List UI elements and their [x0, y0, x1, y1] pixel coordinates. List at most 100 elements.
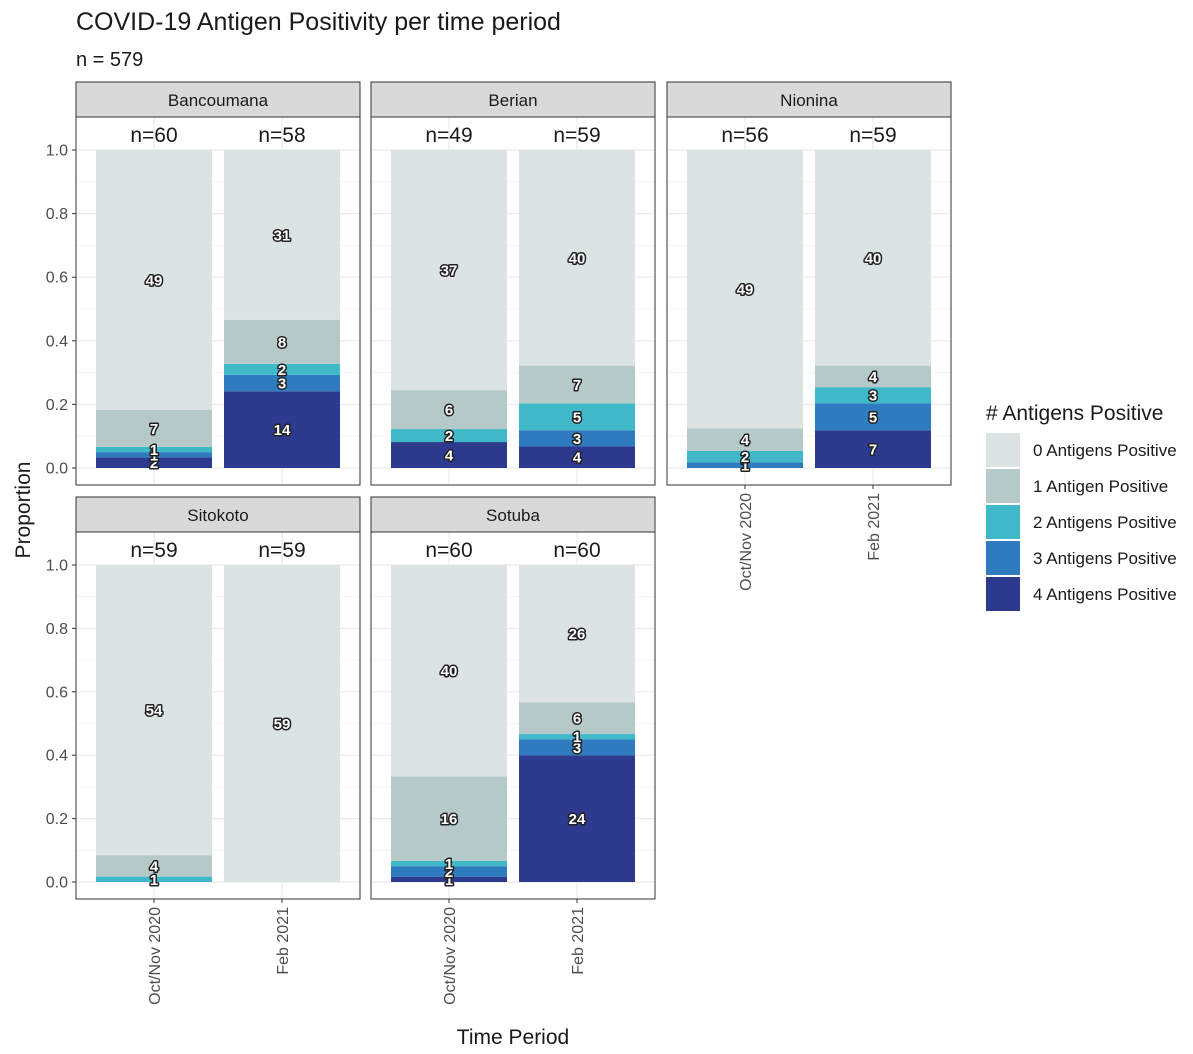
bar-segment-2-antigens	[519, 403, 635, 431]
bar-segment-2-antigens	[96, 876, 212, 882]
bar-segment-0-antigens	[224, 150, 340, 320]
data-label: 24	[569, 811, 586, 828]
data-label: 2	[150, 455, 158, 472]
data-label: 1	[445, 872, 453, 889]
legend-key	[986, 541, 1020, 575]
x-tick-label: Oct/Nov 2020	[442, 907, 459, 1005]
legend-key	[986, 433, 1020, 467]
data-label: 4	[150, 858, 159, 875]
bar-segment-4-antigens	[391, 442, 507, 468]
facet-strip-label: Sotuba	[486, 506, 540, 525]
data-label: 1	[573, 729, 581, 746]
bar-segment-4-antigens	[519, 755, 635, 882]
data-label: 3	[573, 431, 581, 448]
bar-segment-0-antigens	[687, 150, 803, 429]
data-label: 6	[445, 402, 453, 419]
facet-strip-label: Bancoumana	[168, 91, 269, 110]
n-label: n=59	[258, 539, 305, 562]
data-label: 16	[441, 811, 458, 828]
panel-border	[75, 531, 361, 900]
bar-segment-0-antigens	[391, 565, 507, 777]
n-label: n=56	[721, 124, 768, 147]
bar-segment-1-antigens	[391, 776, 507, 861]
bar-segment-1-antigens	[519, 702, 635, 735]
bar-berian-1: 4 3 5 7 40 n=59	[519, 124, 635, 468]
data-label: 1	[150, 872, 158, 889]
bar-sitokoto-1: 59 n=59	[224, 539, 340, 882]
bar-segment-4-antigens	[224, 391, 340, 468]
y-tick-label: 0.8	[46, 621, 68, 638]
bar-segment-4-antigens	[519, 446, 635, 468]
facet-strip-label: Nionina	[780, 91, 838, 110]
y-tick-label: 0.2	[46, 397, 68, 414]
data-label: 3	[573, 740, 581, 757]
facet-panel-sitokoto: Sitokoto 14 54 n=59 59 n=59 0.0 0.2 0.4 0.6 0.8 1.0…	[46, 496, 361, 1005]
bar-segment-1-antigens	[96, 409, 212, 447]
bar-segment-2-antigens	[391, 429, 507, 443]
y-tick-label: 0.4	[46, 748, 68, 765]
bar-segment-0-antigens	[224, 565, 340, 882]
bar-segment-2-antigens	[96, 446, 212, 453]
data-label: 49	[737, 282, 754, 299]
facet-strip	[370, 81, 656, 118]
data-label: 2	[741, 449, 749, 466]
legend-item: 2 Antigens Positive	[986, 505, 1177, 539]
data-label: 26	[569, 626, 586, 643]
facet-strip	[75, 81, 361, 118]
data-label: 1	[445, 856, 453, 873]
bar-segment-4-antigens	[391, 876, 507, 882]
data-label: 1	[741, 458, 749, 475]
bar-bancoumana-1: 14 32 8 31 n=58	[224, 124, 340, 468]
data-label: 4	[741, 432, 750, 449]
data-label: 37	[441, 263, 458, 280]
legend-key	[986, 505, 1020, 539]
bar-segment-2-antigens	[224, 363, 340, 375]
bar-segment-3-antigens	[519, 430, 635, 447]
facet-panel-bancoumana: Bancoumana211749n=601432831n=580.00.20.4…	[46, 81, 361, 486]
x-tick-label: Oct/Nov 2020	[738, 493, 755, 591]
chart-subtitle: n = 579	[76, 49, 143, 71]
bar-segment-2-antigens	[391, 860, 507, 867]
bar-segment-0-antigens	[96, 565, 212, 856]
bar-segment-0-antigens	[519, 150, 635, 366]
bar-segment-0-antigens	[391, 150, 507, 391]
bar-segment-1-antigens	[519, 365, 635, 404]
y-axis-label: Proportion	[12, 462, 35, 559]
panel-border	[370, 116, 656, 486]
x-tick-label: Feb 2021	[570, 907, 587, 975]
x-tick-label: Feb 2021	[866, 493, 883, 561]
data-label: 8	[278, 334, 286, 351]
bar-nionina-0: 124 49 n=56	[687, 124, 803, 476]
bar-segment-1-antigens	[687, 428, 803, 451]
bar-segment-0-antigens	[815, 150, 931, 366]
y-tick-label: 0.0	[46, 461, 68, 478]
legend-key	[986, 577, 1020, 611]
bar-segment-4-antigens	[815, 430, 931, 468]
bar-segment-3-antigens	[224, 374, 340, 392]
bar-sitokoto-0: 14 54 n=59	[96, 539, 212, 890]
data-label: 7	[573, 377, 581, 394]
data-label: 49	[146, 272, 163, 289]
legend-label: 0 Antigens Positive	[1033, 441, 1177, 460]
legend-label: 1 Antigen Positive	[1033, 477, 1168, 496]
bar-segment-1-antigens	[391, 390, 507, 430]
y-tick-label: 0.8	[46, 206, 68, 223]
facet-strip	[370, 496, 656, 533]
legend-item: 3 Antigens Positive	[986, 541, 1177, 575]
bar-bancoumana-0: 211 7 49 n=60	[96, 124, 212, 474]
panel-border	[75, 116, 361, 486]
y-tick-label: 0.4	[46, 333, 68, 350]
bar-segment-0-antigens	[96, 150, 212, 410]
data-label: 1	[150, 447, 158, 464]
data-label: 40	[569, 250, 586, 267]
bar-segment-1-antigens	[96, 855, 212, 877]
legend-label: 4 Antigens Positive	[1033, 585, 1177, 604]
data-label: 5	[869, 409, 877, 426]
data-label: 3	[278, 376, 286, 393]
bar-segment-3-antigens	[687, 462, 803, 468]
legend-label: 2 Antigens Positive	[1033, 513, 1177, 532]
legend-key	[986, 469, 1020, 503]
data-label: 7	[869, 442, 877, 459]
